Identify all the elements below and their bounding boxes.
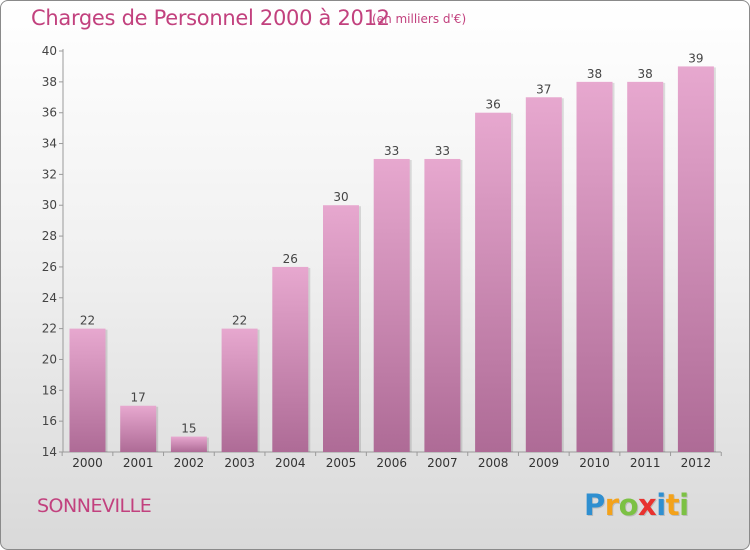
x-tick-label: 2009 (529, 456, 560, 470)
x-tick-label: 2008 (478, 456, 509, 470)
bar (424, 158, 461, 452)
data-labels: 22 2000 17 2001 15 2002 22 2003 26 2004 30 2005 33 20… (72, 51, 711, 470)
bar-value-label: 33 (435, 144, 450, 158)
bar (475, 112, 512, 452)
y-tick-label: 20 (42, 352, 57, 366)
logo-letter: t (665, 488, 680, 522)
bar (627, 81, 664, 452)
unit-note: (en milliers d'€) (372, 12, 467, 26)
y-tick-label: 36 (42, 106, 57, 120)
y-tick-label: 14 (42, 445, 57, 459)
x-tick-label: 2000 (72, 456, 103, 470)
bars (69, 66, 716, 453)
x-tick-label: 2010 (579, 456, 610, 470)
chart-title: Charges de Personnel 2000 à 2012 (31, 6, 390, 30)
bar (69, 328, 106, 452)
bar (170, 436, 207, 452)
bar-value-label: 26 (283, 252, 298, 266)
bar-value-label: 15 (181, 422, 196, 436)
logo-letter: r (604, 488, 619, 522)
y-tick-label: 26 (42, 260, 57, 274)
y-tick-label: 30 (42, 198, 57, 212)
place-name: SONNEVILLE (37, 495, 152, 517)
bar (221, 328, 258, 452)
bar (576, 81, 613, 452)
bar-value-label: 33 (384, 144, 399, 158)
bar (323, 205, 359, 452)
bar (525, 97, 562, 453)
logo-letter: o (618, 488, 639, 522)
bar-value-label: 22 (232, 314, 247, 328)
proxiti-logo: Proxiti (584, 488, 689, 522)
bar (373, 158, 410, 452)
y-tick-label: 22 (42, 322, 57, 336)
bar-value-label: 38 (638, 67, 653, 81)
bar (272, 266, 309, 452)
bar-value-label: 36 (485, 98, 500, 112)
bar-value-label: 39 (688, 51, 703, 65)
x-tick-label: 2002 (174, 456, 205, 470)
bar-value-label: 30 (333, 190, 348, 204)
bar-value-label: 37 (536, 82, 551, 96)
x-tick-label: 2011 (630, 456, 661, 470)
bar (120, 405, 157, 452)
y-tick-label: 38 (42, 75, 57, 89)
logo-letter: x (638, 488, 657, 522)
y-tick-label: 40 (42, 44, 57, 58)
x-tick-label: 2001 (123, 456, 154, 470)
y-tick-label: 18 (42, 383, 57, 397)
bar-value-label: 38 (587, 67, 602, 81)
y-tick-label: 28 (42, 229, 57, 243)
x-tick-label: 2005 (326, 456, 357, 470)
x-tick-label: 2007 (427, 456, 458, 470)
y-tick-label: 24 (42, 291, 57, 305)
y-tick-label: 34 (42, 137, 57, 151)
bar-value-label: 17 (131, 391, 146, 405)
x-tick-label: 2012 (681, 456, 712, 470)
x-tick-label: 2004 (275, 456, 306, 470)
x-tick-label: 2006 (376, 456, 407, 470)
axes: 14 16 18 20 22 24 26 28 30 32 34 36 38 40 (42, 44, 722, 459)
bar-value-label: 22 (80, 314, 95, 328)
y-tick-label: 16 (42, 414, 57, 428)
bar (677, 66, 714, 452)
y-tick-label: 32 (42, 167, 57, 181)
logo-letter: i (656, 488, 666, 522)
x-tick-label: 2003 (224, 456, 255, 470)
logo-letter: P (584, 488, 605, 522)
logo-letter: i (679, 488, 689, 522)
